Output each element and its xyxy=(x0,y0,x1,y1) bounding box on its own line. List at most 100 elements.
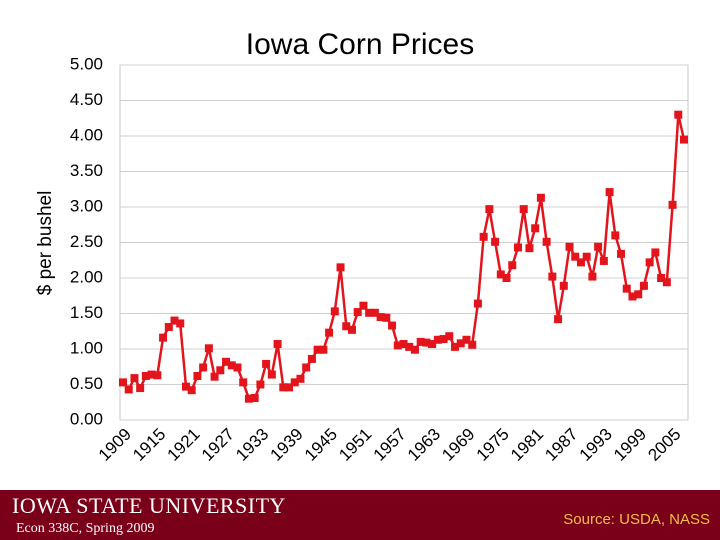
price-marker xyxy=(548,272,557,281)
y-tick-label: 1.00 xyxy=(70,338,103,357)
price-marker xyxy=(307,354,316,363)
price-marker xyxy=(382,313,391,322)
price-marker xyxy=(502,274,511,282)
course-label: Econ 338C, Spring 2009 xyxy=(16,521,154,536)
price-marker xyxy=(388,321,397,330)
price-marker xyxy=(193,371,202,380)
price-marker xyxy=(531,224,540,233)
price-marker xyxy=(576,258,585,267)
price-marker xyxy=(628,292,637,301)
price-marker xyxy=(187,386,196,395)
price-marker xyxy=(416,337,425,346)
chart-title: Iowa Corn Prices xyxy=(246,28,474,61)
price-marker xyxy=(565,242,574,251)
price-marker xyxy=(645,258,654,267)
price-marker xyxy=(370,308,379,317)
price-marker xyxy=(233,363,242,372)
y-tick-label: 2.50 xyxy=(70,232,103,251)
price-marker xyxy=(222,357,231,366)
price-marker xyxy=(319,345,328,354)
price-marker xyxy=(159,333,168,342)
y-tick-label: 2.00 xyxy=(70,267,103,286)
price-marker xyxy=(571,252,580,261)
price-marker xyxy=(410,345,419,354)
price-marker xyxy=(462,335,471,344)
price-marker xyxy=(199,363,208,372)
price-marker xyxy=(250,393,259,402)
source-note: Source: USDA, NASS xyxy=(563,511,710,528)
price-marker xyxy=(519,205,528,214)
price-marker xyxy=(119,378,127,387)
university-logo: IOWA STATE UNIVERSITY xyxy=(12,493,286,518)
y-axis-label: $ per bushel xyxy=(35,191,56,296)
price-marker xyxy=(130,374,139,383)
price-marker xyxy=(285,383,294,392)
price-marker xyxy=(594,242,603,251)
price-marker xyxy=(559,281,568,290)
price-marker xyxy=(433,335,442,344)
price-marker xyxy=(359,301,368,310)
price-marker xyxy=(496,270,505,279)
y-tick-label: 4.50 xyxy=(70,90,103,109)
price-marker xyxy=(451,342,460,351)
price-marker xyxy=(147,370,156,379)
price-marker xyxy=(439,335,448,344)
price-marker xyxy=(617,249,626,258)
price-marker xyxy=(136,384,145,393)
price-marker xyxy=(536,193,545,202)
price-marker xyxy=(262,359,271,368)
price-marker xyxy=(336,263,345,272)
price-marker xyxy=(542,237,551,246)
price-marker xyxy=(227,361,236,370)
price-marker xyxy=(622,284,631,293)
price-marker xyxy=(508,261,517,270)
price-marker xyxy=(181,382,190,391)
price-marker xyxy=(273,340,282,349)
price-marker xyxy=(239,378,248,387)
price-marker xyxy=(405,342,414,351)
price-marker xyxy=(485,205,494,214)
price-marker xyxy=(468,340,477,349)
price-marker xyxy=(256,380,265,389)
price-marker xyxy=(376,313,385,322)
price-marker xyxy=(479,232,488,241)
price-marker xyxy=(680,135,688,144)
price-marker xyxy=(393,341,402,350)
price-marker xyxy=(634,290,643,299)
price-marker xyxy=(605,188,614,197)
price-marker xyxy=(164,322,173,331)
y-tick-label: 0.50 xyxy=(70,374,103,393)
y-tick-label: 3.50 xyxy=(70,161,103,180)
price-marker xyxy=(399,340,408,349)
price-marker xyxy=(342,322,351,331)
price-marker xyxy=(668,200,677,209)
footer-band xyxy=(0,490,720,540)
price-marker xyxy=(588,272,597,281)
price-marker xyxy=(445,332,454,341)
y-tick-label: 4.00 xyxy=(70,125,103,144)
price-marker xyxy=(204,344,213,353)
price-marker xyxy=(279,383,288,392)
price-marker xyxy=(422,338,431,347)
price-marker xyxy=(170,316,179,325)
y-tick-label: 5.00 xyxy=(70,54,103,73)
price-marker xyxy=(244,394,253,403)
price-marker xyxy=(491,237,500,246)
price-marker xyxy=(210,372,219,381)
price-marker xyxy=(473,299,482,308)
price-marker xyxy=(313,345,322,354)
price-marker xyxy=(153,371,162,380)
price-marker xyxy=(365,308,374,317)
price-marker xyxy=(554,315,563,324)
price-marker xyxy=(141,371,150,380)
price-marker xyxy=(347,325,356,334)
price-marker xyxy=(216,366,225,375)
price-marker xyxy=(353,308,362,317)
price-marker xyxy=(290,378,299,387)
price-marker xyxy=(582,252,591,261)
price-marker xyxy=(330,307,339,316)
price-marker xyxy=(651,248,660,257)
price-marker xyxy=(267,370,276,379)
